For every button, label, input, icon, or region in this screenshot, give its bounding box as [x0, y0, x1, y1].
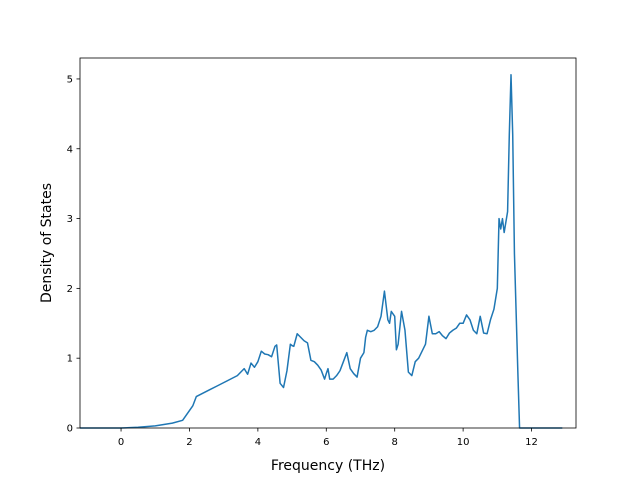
y-tick-label: 2: [67, 284, 73, 295]
x-tick-label: 2: [186, 437, 192, 448]
axes-frame: [79, 57, 577, 429]
y-tick-label: 3: [67, 214, 73, 225]
x-tick-label: 4: [255, 437, 261, 448]
dos-series-line: [80, 74, 563, 429]
x-tick-label: 6: [323, 437, 329, 448]
x-axis-ticks: 0 2 4 6 8 10 12: [118, 428, 538, 448]
x-tick-label: 0: [118, 437, 124, 448]
x-tick-label: 12: [525, 437, 538, 448]
y-tick-label: 0: [67, 424, 73, 435]
x-tick-label: 10: [457, 437, 470, 448]
y-axis-label: Density of States: [39, 183, 55, 303]
y-tick-label: 4: [67, 144, 73, 155]
x-axis-label: Frequency (THz): [271, 458, 385, 474]
y-axis-ticks: 0 1 2 3 4 5: [67, 74, 80, 435]
plot-area: [80, 74, 563, 429]
x-tick-label: 8: [392, 437, 398, 448]
y-tick-label: 1: [67, 354, 73, 365]
y-tick-label: 5: [67, 74, 73, 85]
